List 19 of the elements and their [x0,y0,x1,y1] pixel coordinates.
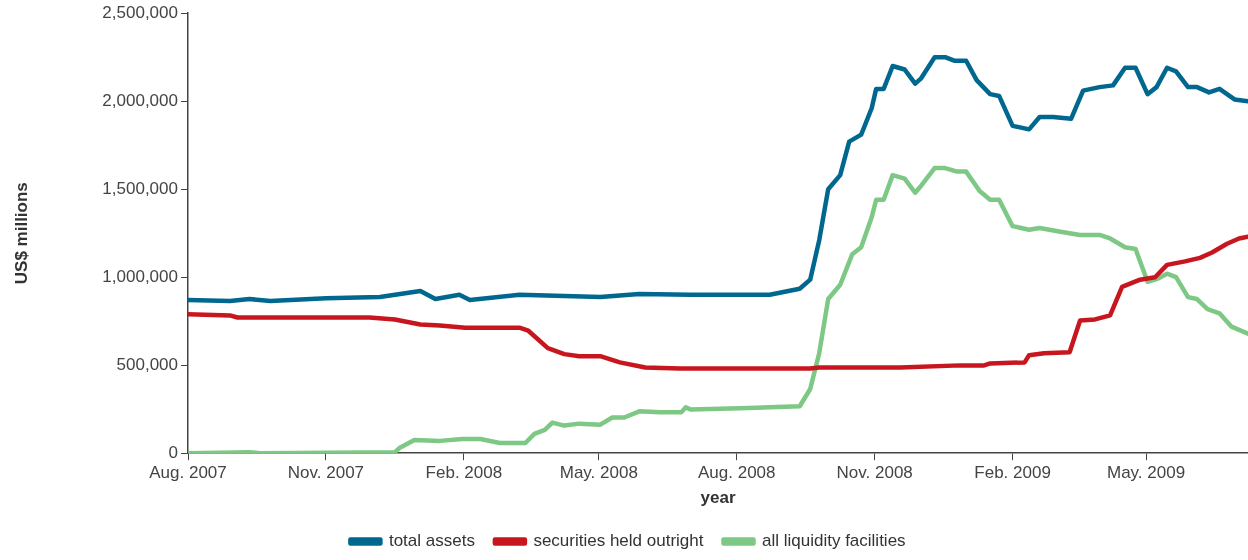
legend-label: securities held outright [533,531,704,551]
legend-label: all liquidity facilities [761,531,906,551]
x-tick-label: May. 2008 [559,463,638,483]
y-tick-label: 500,000 [116,354,178,374]
y-tick-label: 2,000,000 [102,90,178,110]
x-axis-title: year [700,488,736,508]
y-tick-label: 0 [168,442,178,462]
x-tick-label: Nov. 2008 [836,463,913,483]
y-tick-label: 2,500,000 [102,2,178,22]
x-tick-label: Feb. 2009 [974,463,1051,483]
x-tick-label: Aug. 2007 [149,463,227,483]
x-tick-label: Aug. 2008 [697,463,776,483]
x-tick-label: Feb. 2008 [425,463,503,483]
y-axis-title: US$ millions [11,182,31,285]
x-tick-label: Nov. 2007 [287,463,365,483]
y-tick-label: 1,000,000 [102,266,178,286]
y-tick-label: 1,500,000 [102,178,178,198]
x-tick-label: May. 2009 [1106,463,1186,483]
legend-label: total assets [388,531,475,551]
